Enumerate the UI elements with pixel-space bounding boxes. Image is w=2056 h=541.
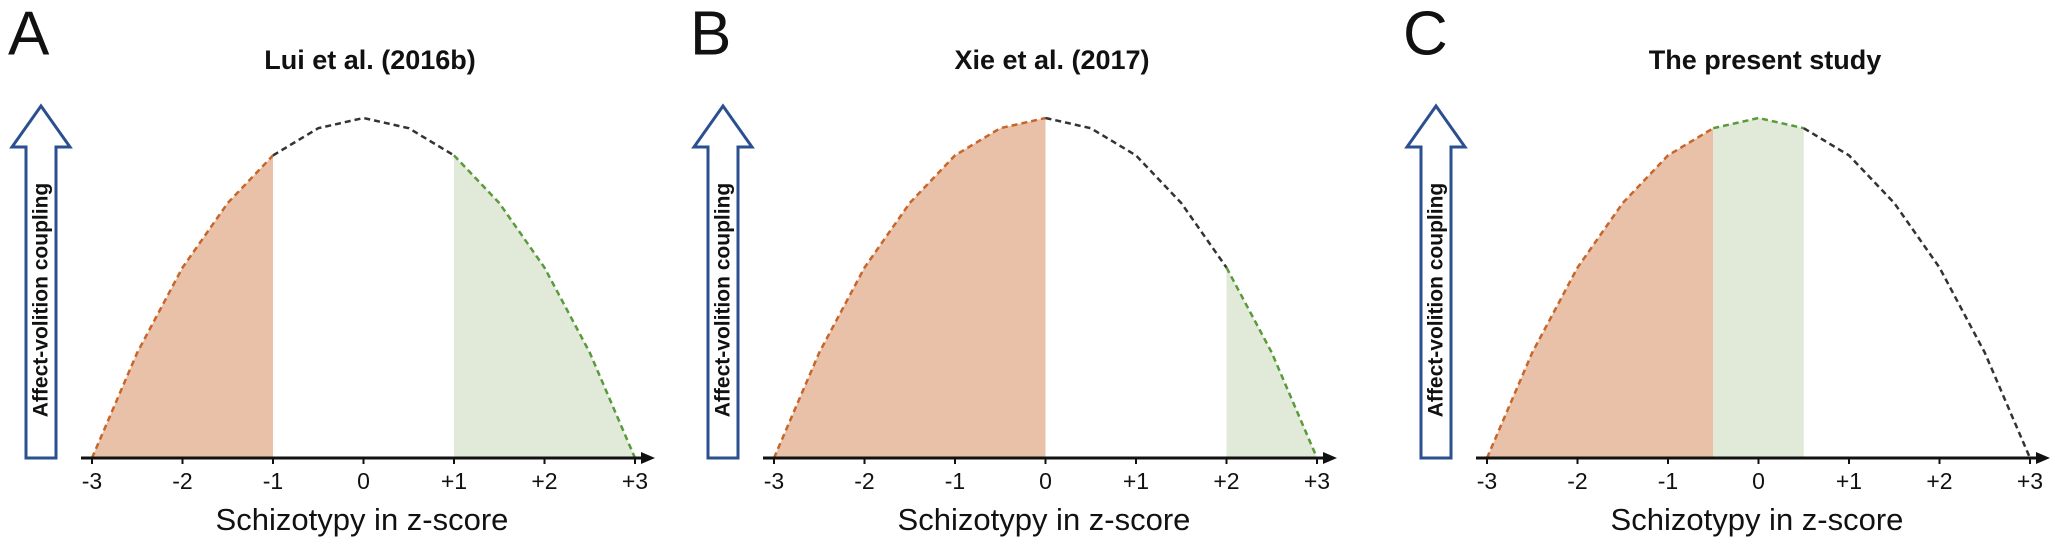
x-tick-label: -3 <box>764 468 784 494</box>
y-axis-label: Affect-volition coupling <box>712 183 735 417</box>
curve <box>272 116 455 157</box>
y-axis-label: Affect-volition coupling <box>30 183 53 417</box>
y-axis-arrow <box>1404 103 1468 460</box>
y-axis-label: Affect-volition coupling <box>1425 183 1448 417</box>
x-tick-label: -1 <box>1658 468 1678 494</box>
panel-label: C <box>1403 0 1448 68</box>
chart-title: The present study <box>1649 45 1882 75</box>
shaded-region <box>1713 118 1804 458</box>
curve <box>1225 267 1319 459</box>
y-axis-arrow <box>691 103 755 460</box>
x-tick-label: +3 <box>622 468 648 494</box>
panel-label: A <box>8 0 50 68</box>
curve <box>90 154 274 459</box>
x-tick-label: -3 <box>82 468 102 494</box>
shaded-region <box>454 155 635 458</box>
x-tick-label: +1 <box>441 468 467 494</box>
x-tick-label: -2 <box>1567 468 1587 494</box>
curve <box>772 116 1046 459</box>
x-tick-label: 0 <box>1752 468 1765 494</box>
shaded-region <box>1487 128 1714 458</box>
curve <box>453 154 637 459</box>
x-tick-label: +3 <box>1304 468 1330 494</box>
shaded-region <box>92 155 273 458</box>
x-axis-label: Schizotypy in z-score <box>898 502 1191 537</box>
x-axis-label: Schizotypy in z-score <box>1611 502 1904 537</box>
panel-label: B <box>690 0 731 68</box>
x-axis-label: Schizotypy in z-score <box>216 502 509 537</box>
chart-title: Xie et al. (2017) <box>954 45 1149 75</box>
x-tick-label: -2 <box>854 468 874 494</box>
x-axis-arrow <box>2036 452 2050 464</box>
shaded-region <box>1226 267 1317 458</box>
x-tick-label: -3 <box>1477 468 1497 494</box>
curve <box>1712 116 1805 130</box>
x-tick-label: -2 <box>172 468 192 494</box>
x-tick-label: +1 <box>1836 468 1862 494</box>
curve <box>1803 127 2032 459</box>
x-tick-label: -1 <box>263 468 283 494</box>
x-tick-label: +2 <box>531 468 557 494</box>
curve <box>1485 127 1714 459</box>
shaded-region <box>774 118 1046 458</box>
x-tick-label: 0 <box>1039 468 1052 494</box>
x-axis-arrow <box>641 452 655 464</box>
x-tick-label: +2 <box>1213 468 1239 494</box>
x-tick-label: +1 <box>1123 468 1149 494</box>
x-tick-label: +2 <box>1926 468 1952 494</box>
x-tick-label: +3 <box>2017 468 2043 494</box>
x-axis-arrow <box>1323 452 1337 464</box>
y-axis-arrow <box>9 103 73 460</box>
x-tick-label: 0 <box>357 468 370 494</box>
x-tick-label: -1 <box>945 468 965 494</box>
curve <box>1045 116 1228 269</box>
chart-title: Lui et al. (2016b) <box>264 45 476 75</box>
